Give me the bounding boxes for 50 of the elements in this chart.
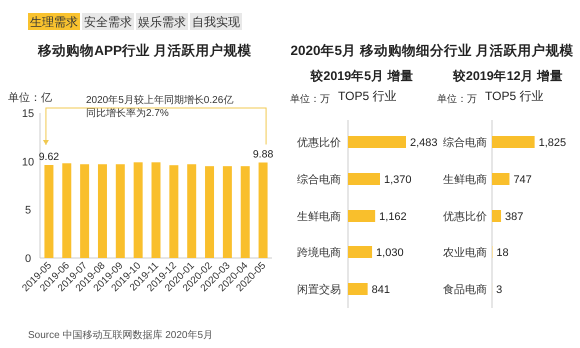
data-label: 1,825 <box>538 137 566 149</box>
data-label: 387 <box>505 211 524 223</box>
text: 2020年5月较上年同期增长0.26亿 <box>86 94 234 106</box>
text: TOP5 行业 <box>338 89 396 103</box>
data-label: 747 <box>513 174 532 186</box>
data-label: 841 <box>372 284 390 296</box>
text: 生理需求 <box>30 15 78 29</box>
bar <box>492 173 510 185</box>
y-tick-label: 生鲜电商 <box>443 173 487 186</box>
bar <box>492 210 502 222</box>
text: 自我实现 <box>192 15 240 29</box>
y-tick-label: 生鲜电商 <box>297 210 341 223</box>
text: 安全需求 <box>84 15 132 29</box>
bar <box>348 136 406 148</box>
data-label: 3 <box>496 284 502 296</box>
text: 单位：万 <box>290 93 330 105</box>
data-label: 18 <box>496 247 509 259</box>
chart-subtitle: 较2019年5月 增量 <box>309 68 414 83</box>
y-tick-label: 0 <box>24 253 32 265</box>
text: 娱乐需求 <box>138 15 186 29</box>
y-tick-label: 综合电商 <box>443 136 487 149</box>
text: 单位：万 <box>437 93 477 105</box>
chart-title: 移动购物APP行业 月活跃用户规模 <box>37 42 253 58</box>
data-label: 1,162 <box>379 211 407 223</box>
y-tick-label: 食品电商 <box>443 283 487 296</box>
y-tick-label: 农业电商 <box>443 246 487 259</box>
data-label: 1,030 <box>376 247 404 259</box>
text: TOP5 行业 <box>485 89 544 103</box>
y-tick-label: 5 <box>24 204 32 217</box>
bar <box>492 136 535 148</box>
data-label: 1,370 <box>384 174 412 186</box>
source-note: Source 中国移动互联网数据库 2020年5月 <box>28 329 214 341</box>
bar <box>348 173 380 185</box>
bar <box>348 246 372 258</box>
annotation: 同比增长率为2.7% <box>86 107 169 119</box>
data-label: 9.62 <box>38 151 60 164</box>
bar <box>348 283 368 295</box>
data-label: 2,483 <box>410 137 438 149</box>
chart-subtitle: 较2019年12月 增量 <box>452 68 564 83</box>
y-tick-label: 优惠比价 <box>443 210 487 223</box>
y-tick-label: 闲置交易 <box>297 283 341 296</box>
y-tick-label: 优惠比价 <box>297 136 341 149</box>
y-axis-title: 单位：亿 <box>8 91 52 104</box>
y-tick-label: 15 <box>22 108 34 120</box>
data-label: 9.88 <box>252 148 274 160</box>
y-tick-label: 跨境电商 <box>297 246 341 259</box>
bar <box>348 210 376 222</box>
y-tick-label: 10 <box>22 156 34 168</box>
y-tick-label: 综合电商 <box>297 173 341 186</box>
chart-title: 2020年5月 移动购物细分行业 月活跃用户规模 <box>290 42 575 58</box>
